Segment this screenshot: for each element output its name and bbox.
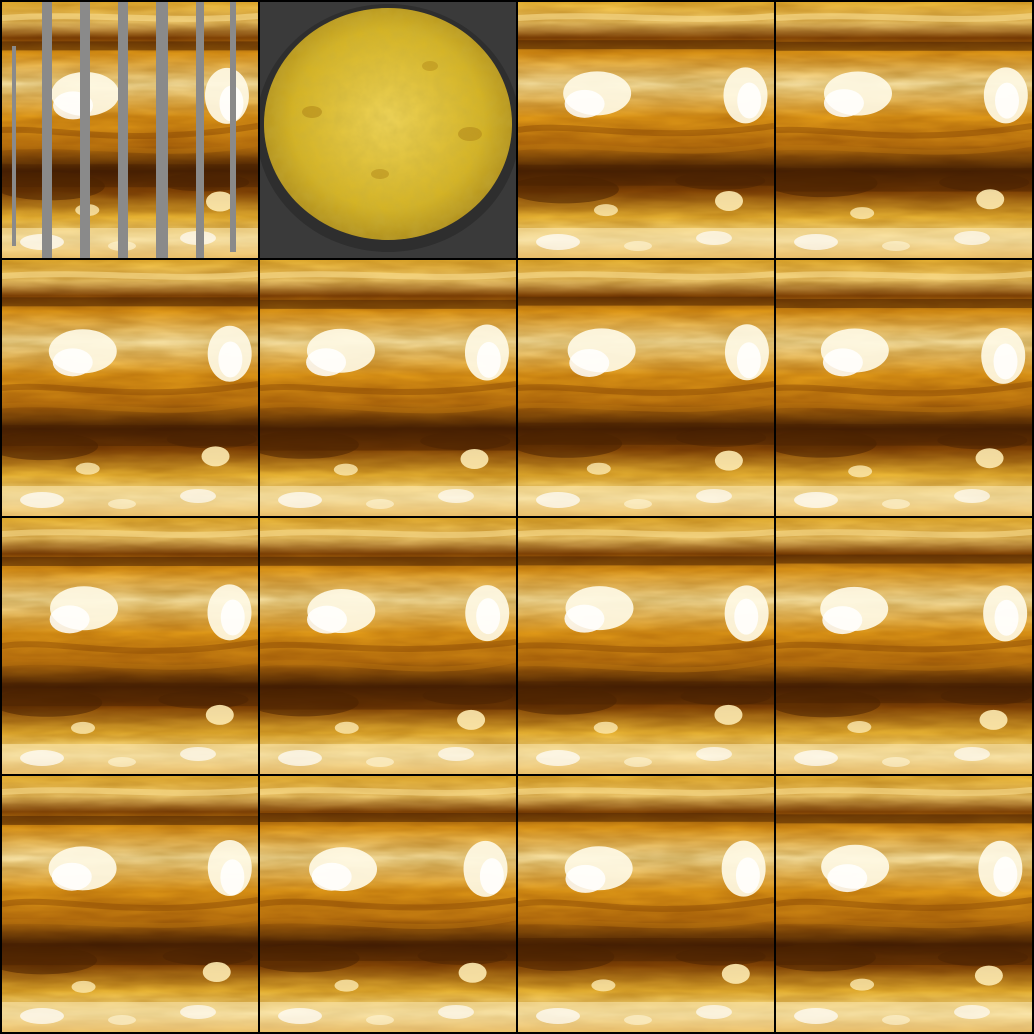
- mask-stripe: [196, 2, 204, 258]
- sample-tile: [2, 260, 258, 516]
- mask-stripe: [80, 2, 90, 258]
- mask-stripe: [156, 2, 168, 258]
- sample-tile: [2, 518, 258, 774]
- sample-tile: [776, 2, 1032, 258]
- reference-photo-tile: [260, 2, 516, 258]
- sample-tile: [260, 776, 516, 1032]
- sample-tile: [260, 260, 516, 516]
- sample-tile: [518, 260, 774, 516]
- sample-tile: [776, 260, 1032, 516]
- mask-stripe: [12, 46, 16, 246]
- sample-tile: [518, 518, 774, 774]
- mask-stripe: [42, 2, 52, 258]
- masked-input-tile: [2, 2, 258, 258]
- mask-stripe: [230, 2, 236, 252]
- sample-tile: [2, 776, 258, 1032]
- sample-tile: [260, 518, 516, 774]
- mask-stripe: [118, 2, 128, 258]
- sample-tile: [776, 518, 1032, 774]
- sample-tile: [776, 776, 1032, 1032]
- sample-tile: [518, 2, 774, 258]
- sample-tile: [518, 776, 774, 1032]
